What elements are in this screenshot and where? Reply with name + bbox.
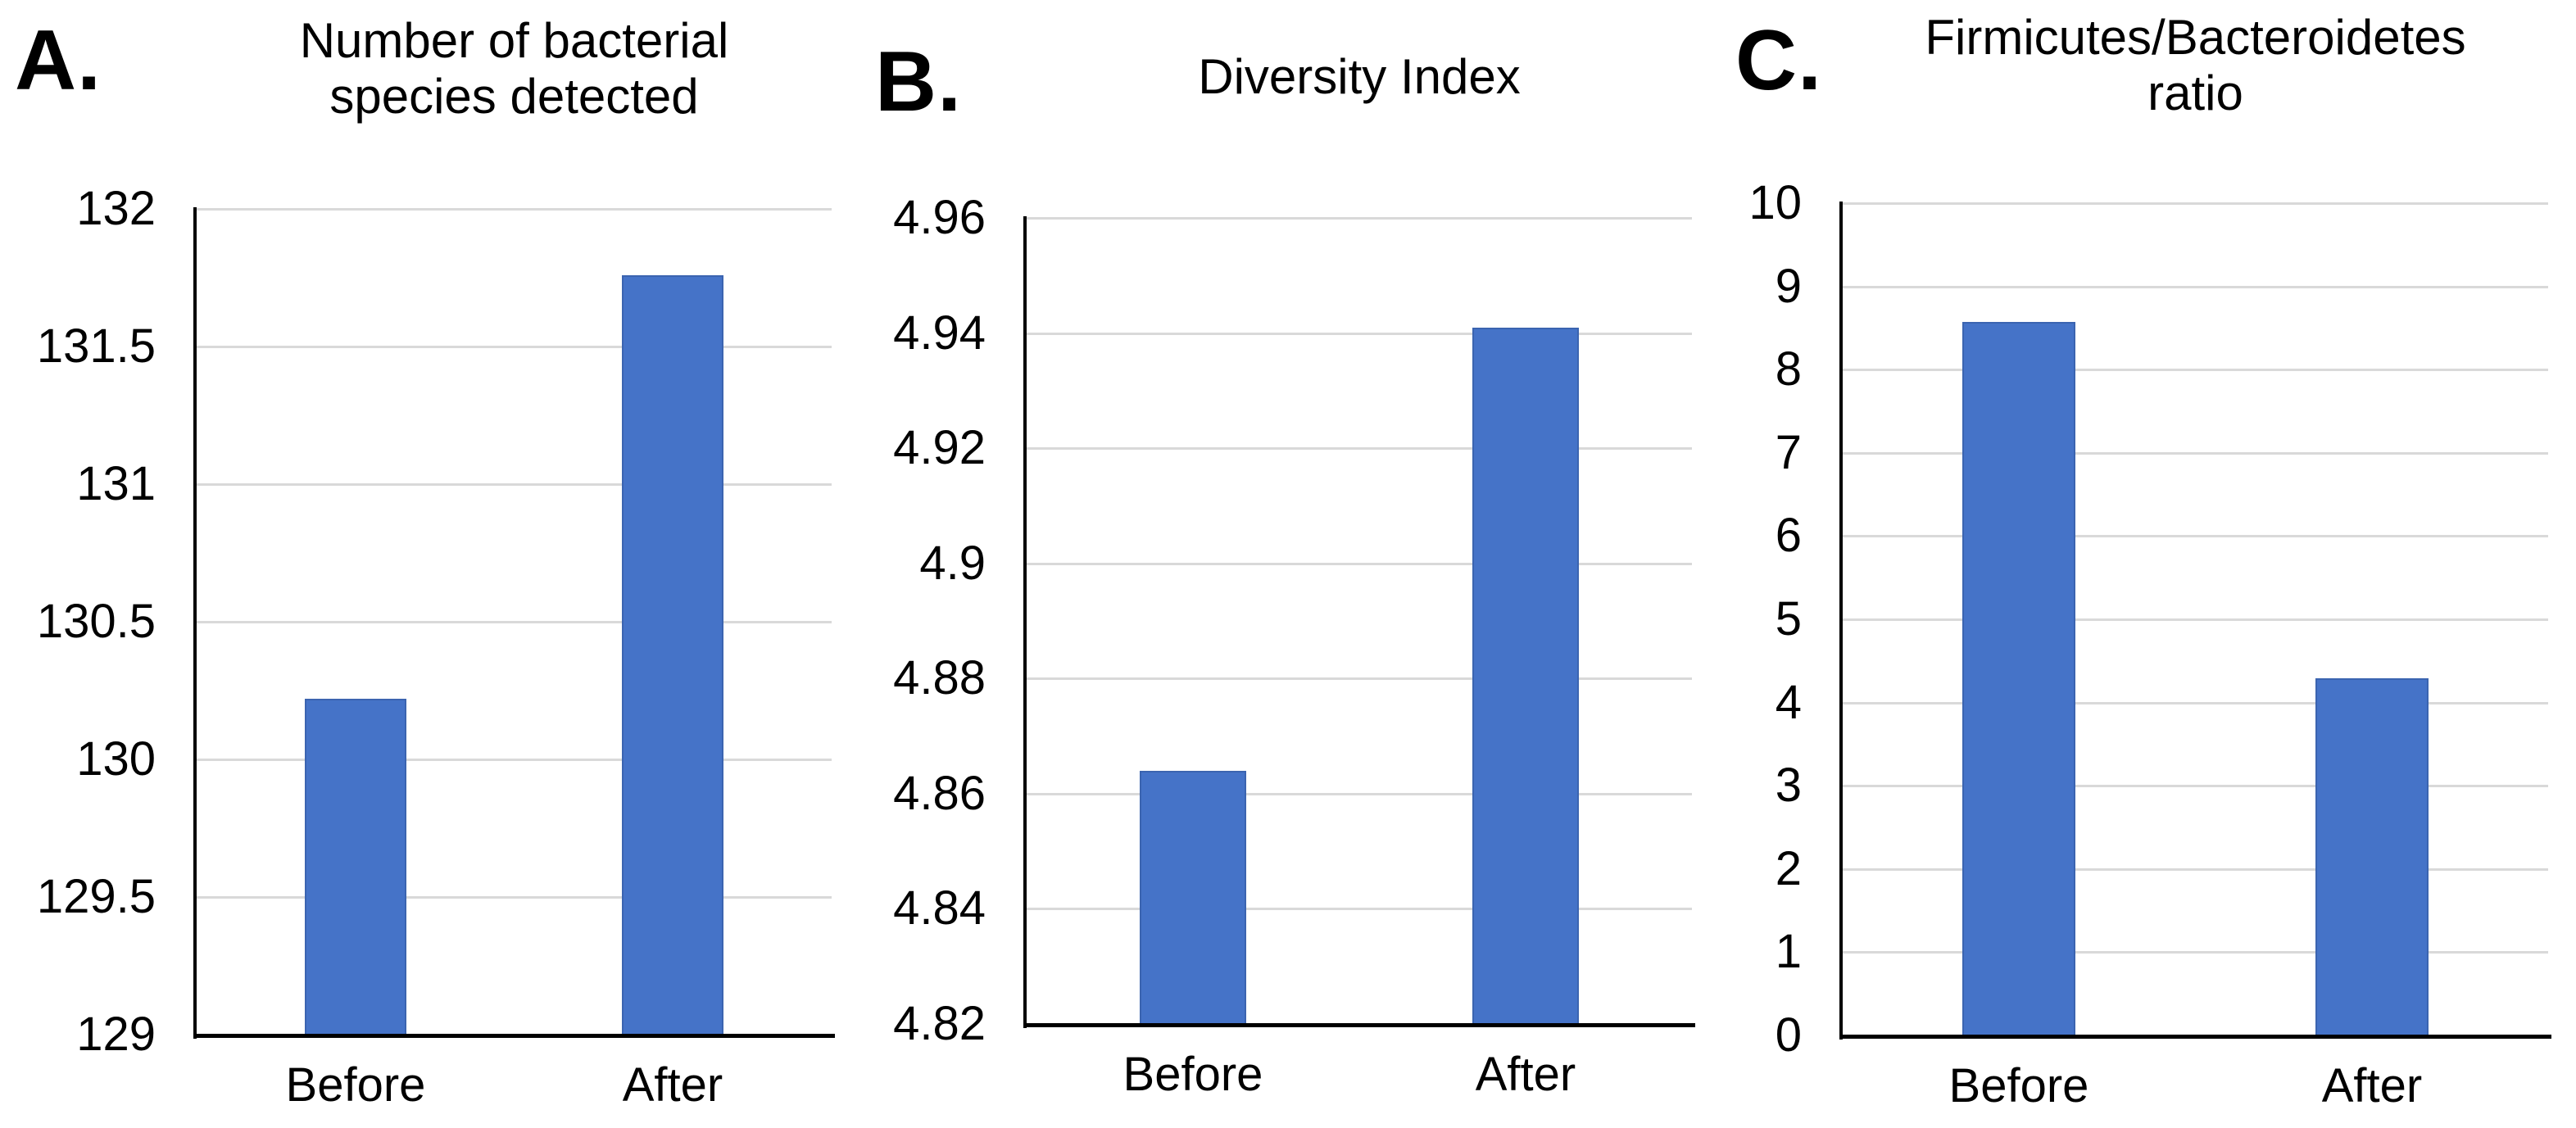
gridline (1843, 451, 2548, 455)
gridline (1843, 369, 2548, 372)
bar-after (622, 275, 723, 1035)
y-tick-label: 9 (1775, 259, 1802, 313)
gridline (1027, 792, 1692, 795)
bar-before (1962, 322, 2075, 1035)
y-tick-label: 3 (1775, 759, 1802, 813)
gridline (1027, 562, 1692, 565)
gridline (1843, 868, 2548, 871)
gridline (1027, 332, 1692, 335)
y-tick-label: 129 (76, 1008, 156, 1061)
category-label-before: Before (1122, 1048, 1263, 1101)
gridline (1027, 908, 1692, 911)
y-axis-line (1839, 202, 1843, 1040)
y-tick-label: 5 (1775, 592, 1802, 646)
y-axis-line (193, 207, 197, 1039)
category-label-after: After (1475, 1048, 1576, 1101)
gridline (1843, 285, 2548, 288)
category-label-before: Before (1948, 1059, 2089, 1112)
bar-before (1140, 771, 1246, 1024)
gridline (197, 346, 832, 348)
y-tick-label: 0 (1775, 1008, 1802, 1062)
y-tick-label: 130.5 (36, 595, 156, 648)
y-tick-label: 4.88 (893, 651, 986, 705)
gridline (1843, 618, 2548, 621)
y-tick-label: 7 (1775, 425, 1802, 479)
x-axis-line (1023, 1023, 1695, 1027)
panel-label-a: A. (15, 13, 102, 108)
bar-before (305, 699, 406, 1035)
y-tick-label: 4.9 (919, 536, 986, 590)
panel-label-c: C. (1735, 13, 1822, 108)
gridline (1027, 217, 1692, 220)
gridline (1843, 701, 2548, 704)
category-label-after: After (2321, 1059, 2423, 1112)
y-tick-label: 4.94 (893, 306, 986, 360)
gridline (197, 483, 832, 486)
gridline (1843, 535, 2548, 538)
y-tick-label: 131 (76, 457, 156, 510)
category-label-before: Before (285, 1058, 426, 1112)
y-axis-line (1023, 216, 1027, 1028)
y-tick-label: 132 (76, 182, 156, 235)
chart-title-c: Firmicutes/Bacteroidetes ratio (1925, 10, 2466, 121)
gridline (1027, 447, 1692, 451)
bar-after (1472, 328, 1579, 1024)
y-tick-label: 8 (1775, 342, 1802, 396)
y-tick-label: 129.5 (36, 870, 156, 923)
y-tick-label: 2 (1775, 841, 1802, 895)
y-tick-label: 4.82 (893, 997, 986, 1050)
y-tick-label: 4.86 (893, 766, 986, 820)
y-tick-label: 4 (1775, 675, 1802, 729)
y-tick-label: 1 (1775, 925, 1802, 979)
gridline (197, 896, 832, 899)
chart-title-a: Number of bacterial species detected (299, 13, 729, 125)
category-label-after: After (622, 1058, 723, 1112)
gridline (197, 208, 832, 211)
y-tick-label: 4.84 (893, 881, 986, 935)
chart-title-b: Diversity Index (1198, 49, 1521, 104)
y-tick-label: 4.92 (893, 421, 986, 475)
y-tick-label: 131.5 (36, 319, 156, 373)
gridline (1027, 677, 1692, 681)
gridline (197, 759, 832, 761)
gridline (197, 621, 832, 623)
y-tick-label: 6 (1775, 509, 1802, 563)
x-axis-line (193, 1034, 835, 1038)
y-tick-label: 10 (1748, 176, 1802, 229)
gridline (1843, 951, 2548, 954)
y-tick-label: 130 (76, 732, 156, 786)
gridline (1843, 785, 2548, 788)
y-tick-label: 4.96 (893, 191, 986, 244)
gridline (1843, 202, 2548, 205)
bar-after (2315, 678, 2429, 1035)
x-axis-line (1839, 1035, 2551, 1039)
panel-label-b: B. (875, 34, 962, 129)
